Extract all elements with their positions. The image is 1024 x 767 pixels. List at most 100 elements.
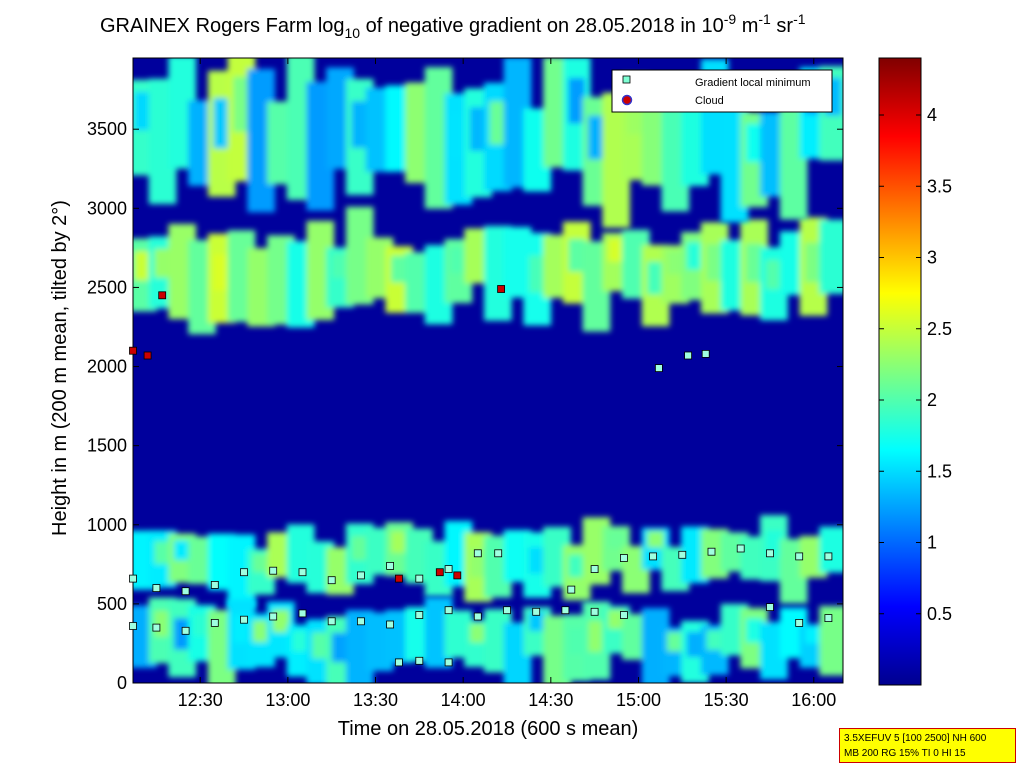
- y-axis-label: Height in m (200 m mean, tilted by 2°): [49, 200, 71, 536]
- heatmap-layer: [133, 206, 843, 335]
- heatmap-cell: [154, 541, 171, 565]
- gradient-minimum-marker: [795, 552, 804, 561]
- heatmap-cell: [706, 630, 724, 650]
- heatmap-cell: [331, 632, 349, 663]
- legend-box: [611, 69, 833, 113]
- heatmap-cell: [331, 253, 349, 278]
- colorbar-rect: [878, 57, 922, 686]
- heatmap-cell: [805, 626, 822, 644]
- heatmap-cell: [686, 632, 704, 657]
- gradient-minimum-marker: [590, 607, 599, 616]
- gradient-minimum-marker: [356, 617, 365, 626]
- gradient-minimum-marker: [356, 571, 365, 580]
- y-tick-label: 2500: [87, 277, 127, 297]
- heatmap-cell: [588, 620, 605, 652]
- gradient-minimum-marker: [386, 620, 395, 629]
- gradient-minimum-marker: [444, 606, 453, 615]
- colorbar-tick-label: 2: [927, 390, 937, 410]
- heatmap-cell: [351, 536, 369, 561]
- gradient-minimum-marker: [181, 626, 190, 635]
- colorbar-tick-label: 1: [927, 533, 937, 553]
- gradient-minimum-marker: [678, 550, 687, 559]
- heatmap-cell: [450, 247, 467, 273]
- gradient-minimum-marker: [655, 364, 663, 373]
- y-tick-label: 3000: [87, 198, 127, 218]
- heatmap-cell: [607, 238, 625, 262]
- gradient-minimum-marker: [415, 611, 424, 619]
- gradient-minimum-marker: [444, 658, 453, 667]
- heatmap-cell: [647, 261, 664, 295]
- x-tick-label: 16:00: [791, 690, 836, 710]
- gradient-minimum-marker: [567, 585, 576, 594]
- heatmap-cell: [213, 98, 230, 149]
- colorbar-tick-label: 1.5: [927, 461, 952, 481]
- legend-marker-cloud: [621, 94, 633, 106]
- gradient-minimum-marker: [269, 566, 278, 575]
- plot-frame: [132, 57, 844, 684]
- heatmap-cell: [588, 115, 605, 160]
- gradient-minimum-marker: [210, 581, 219, 589]
- legend-marker-minimum: [622, 75, 631, 84]
- gradient-minimum-marker: [494, 549, 503, 558]
- gradient-minimum-marker: [152, 584, 161, 592]
- heatmap-layer: [133, 58, 843, 228]
- gradient-minimum-marker: [415, 574, 424, 583]
- heatmap-cell: [667, 250, 684, 275]
- colorbar-tick-label: 0.5: [927, 604, 952, 624]
- heatmap-cell: [568, 554, 585, 577]
- gradient-minimum-marker: [444, 565, 453, 573]
- y-tick-label: 1500: [87, 436, 127, 456]
- x-tick-label: 14:00: [441, 690, 486, 710]
- heatmap-cell: [805, 242, 822, 283]
- heatmap-cell: [213, 254, 230, 291]
- heatmap-cell: [706, 244, 724, 281]
- info-box: 3.5XEFUV 5 [100 2500] NH 600 MB 200 RG 1…: [839, 728, 1016, 763]
- heatmap-cell: [745, 243, 763, 283]
- legend-label-cloud: Cloud: [695, 95, 724, 107]
- heatmap-cell: [134, 92, 152, 131]
- heatmap-cell: [819, 606, 843, 676]
- gradient-minimum-marker: [181, 587, 190, 596]
- gradient-minimum-marker: [620, 611, 628, 619]
- gradient-minimum-marker: [269, 612, 278, 621]
- heatmap-cell: [489, 101, 507, 145]
- cloud-marker: [158, 291, 167, 300]
- gradient-minimum-marker: [824, 614, 833, 622]
- gradient-minimum-marker: [766, 549, 774, 558]
- gradient-minimum-marker: [736, 544, 745, 553]
- heatmap-cell: [745, 618, 763, 643]
- heatmap-cell: [469, 624, 487, 643]
- heatmap-cell: [607, 530, 625, 549]
- colorbar-tick-label: 3: [927, 248, 937, 268]
- x-axis: 12:30 13:00 13:30 14:00 14:30 15:00 15:30 16:00: [178, 58, 836, 710]
- gradient-minimum-marker: [561, 606, 570, 615]
- gradient-minimum-marker: [701, 349, 710, 358]
- legend-label-minimum: Gradient local minimum: [695, 77, 811, 89]
- colorbar: 0.5 1 1.5 2 2.5 3 3.5 4: [878, 57, 952, 686]
- heatmap-cell: [819, 526, 843, 573]
- cloud-marker: [435, 568, 444, 577]
- heatmap-cell: [390, 531, 408, 553]
- gradient-minimum-marker: [707, 547, 716, 556]
- heatmap-cell: [647, 531, 664, 548]
- x-tick-label: 14:30: [528, 690, 573, 710]
- heatmap-cell: [667, 632, 684, 652]
- heatmap-cell: [745, 123, 763, 163]
- gradient-minimum-marker: [620, 554, 628, 562]
- y-tick-label: 500: [97, 594, 127, 614]
- gradient-minimum-marker: [327, 576, 336, 585]
- heatmap-cell: [469, 107, 487, 151]
- heatmap-cell: [450, 113, 467, 159]
- gradient-minimum-marker: [240, 615, 248, 624]
- cloud-marker: [394, 574, 403, 583]
- gradient-minimum-marker: [210, 619, 219, 627]
- heatmap-cell: [312, 632, 329, 659]
- heatmap-cell: [193, 613, 211, 636]
- gradient-minimum-marker: [824, 552, 833, 561]
- colorbar-tick-label: 4: [927, 105, 937, 125]
- gradient-minimum-marker: [649, 552, 657, 561]
- colorbar-tick-label: 2.5: [927, 319, 952, 339]
- heatmap-cell: [819, 219, 843, 294]
- heatmap-cell: [292, 630, 309, 652]
